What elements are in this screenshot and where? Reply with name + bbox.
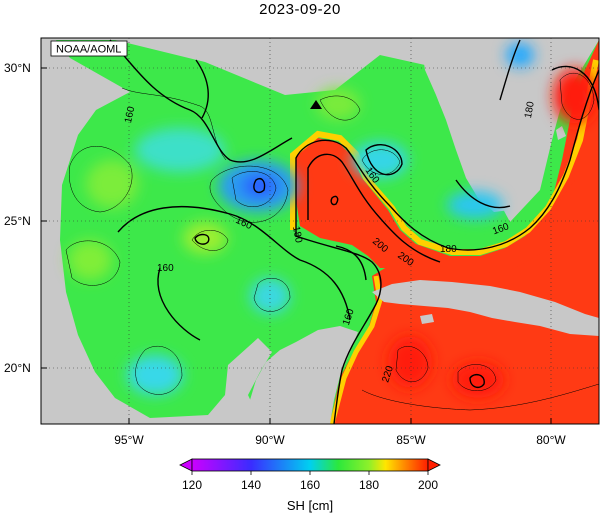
major-contours: [109, 39, 599, 424]
lat-label: 30°N: [4, 61, 31, 75]
map-title: 2023-09-20: [259, 1, 341, 18]
contour-lines: [65, 72, 599, 411]
colorbar: 120 140 160 180 200 SH [cm]: [179, 458, 441, 513]
contour-label: 180: [523, 100, 537, 119]
triangle-marker-icon: [310, 100, 322, 109]
colorbar-high-arrow: [427, 458, 441, 472]
colorbar-tick-label: 120: [182, 478, 202, 492]
florida-land: [422, 40, 538, 212]
graticule: [41, 38, 599, 424]
colorbar-tick-label: 140: [241, 478, 261, 492]
lon-label: 85°W: [396, 433, 426, 447]
credit-label: NOAA/AOML: [56, 44, 121, 56]
cuba-land: [372, 280, 599, 336]
isle-of-youth: [420, 314, 434, 324]
colorbar-tick-label: 180: [359, 478, 379, 492]
lon-label: 80°W: [536, 433, 566, 447]
contour-label: 220: [380, 364, 396, 384]
yucatan-land: [250, 326, 358, 424]
contour-label: 180: [440, 244, 457, 255]
colorbar-low-arrow: [179, 458, 193, 472]
colorbar-tick-label: 160: [300, 478, 320, 492]
loop-current: [296, 138, 575, 276]
lat-label: 25°N: [4, 214, 31, 228]
lat-label: 20°N: [4, 361, 31, 375]
loop-current-edge: [290, 59, 599, 255]
warm-water-caribbean: [330, 40, 599, 424]
lon-label: 90°W: [255, 433, 285, 447]
contour-label: 160: [123, 105, 137, 124]
colorbar-gradient: [191, 458, 429, 472]
contour-label: 160: [157, 263, 174, 274]
credit-box: [50, 40, 128, 57]
colorbar-title: SH [cm]: [287, 498, 333, 513]
contour-label: 180: [290, 225, 304, 244]
lon-label: 95°W: [114, 433, 144, 447]
map-frame: [40, 37, 600, 425]
colorbar-tick-label: 200: [418, 478, 438, 492]
contour-label: 160: [341, 307, 357, 327]
